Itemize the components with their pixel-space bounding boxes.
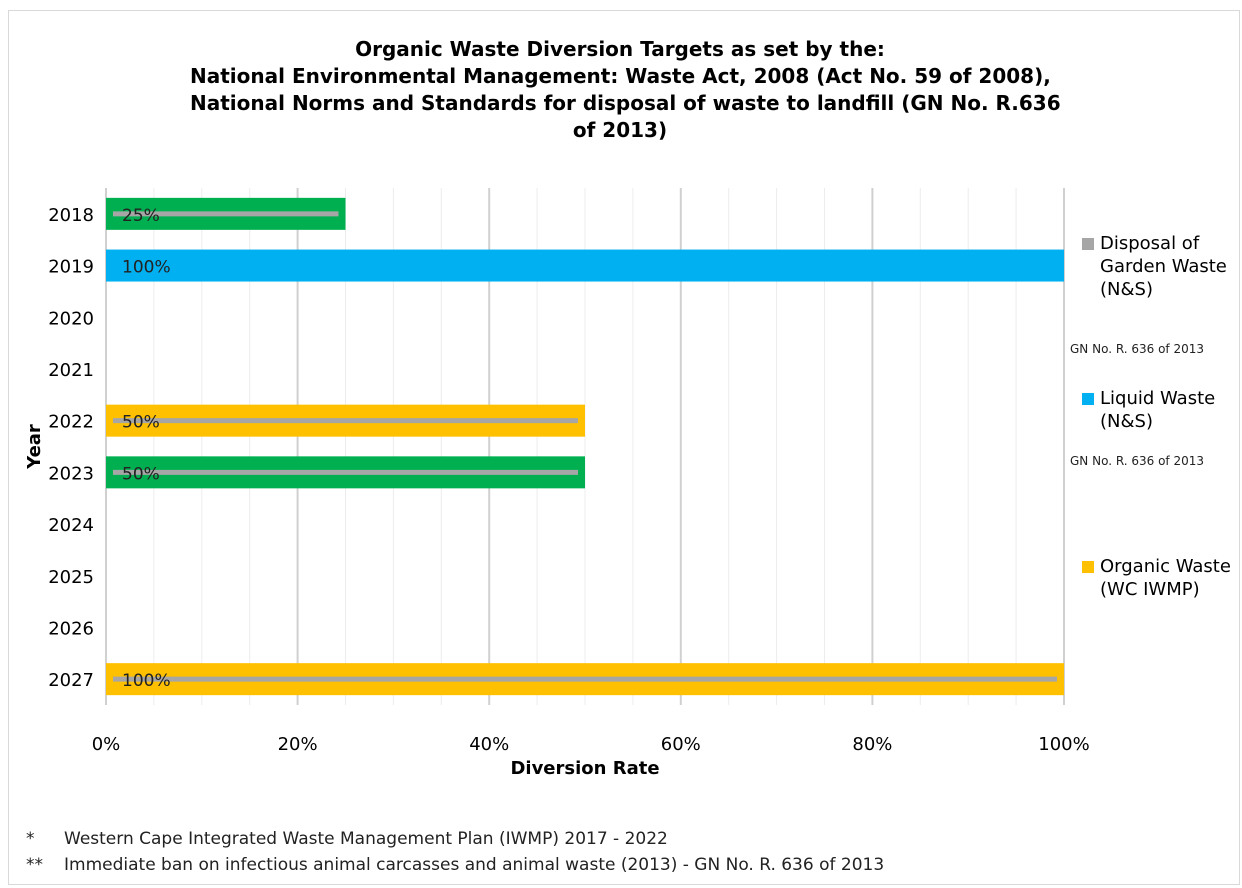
x-tick-label: 40% [469, 734, 509, 755]
title-line-4: of 2013) [572, 118, 668, 142]
title-line-2: National Environmental Management: Waste… [190, 64, 1051, 88]
y-tick-label: 2027 [48, 670, 94, 691]
y-tick-label: 2025 [48, 567, 94, 588]
x-tick-label: 20% [278, 734, 318, 755]
legend-label-organic-waste: Organic Waste (WC IWMP) [1100, 556, 1231, 600]
legend-note-garden-waste: GN No. R. 636 of 2013 [1070, 342, 1205, 356]
x-tick-label: 80% [852, 734, 892, 755]
legend-note-liquid-waste: GN No. R. 636 of 2013 [1070, 454, 1205, 468]
footnote-marker-1: * [26, 829, 35, 849]
legend-label-garden-waste: Disposal of Garden Waste (N&S) [1100, 233, 1227, 300]
y-tick-label: 2023 [48, 463, 94, 484]
data-label: 50% [122, 413, 160, 433]
footnote-text-2: Immediate ban on infectious animal carca… [64, 855, 885, 875]
data-label: 25% [122, 206, 160, 226]
y-tick-label: 2021 [48, 360, 94, 381]
footnote-text-1: Western Cape Integrated Waste Management… [64, 829, 668, 849]
data-label: 100% [122, 671, 171, 691]
bar [106, 249, 1064, 282]
x-axis-title: Diversion Rate [510, 758, 659, 779]
footnote-marker-2: ** [26, 855, 43, 875]
data-label: 50% [122, 464, 160, 484]
title-line-3: National Norms and Standards for disposa… [190, 91, 1061, 115]
data-label: 100% [122, 258, 171, 278]
x-tick-label: 0% [92, 734, 121, 755]
y-axis-title: Year [24, 424, 45, 470]
y-tick-label: 2026 [48, 618, 94, 639]
x-tick-label: 100% [1038, 734, 1089, 755]
footnote-2: ** Immediate ban on infectious animal car… [26, 852, 884, 878]
y-tick-label: 2022 [48, 412, 94, 433]
legend-label-liquid-waste: Liquid Waste (N&S) [1100, 388, 1216, 432]
legend-swatch-garden-waste [1082, 238, 1094, 250]
y-tick-label: 2018 [48, 205, 94, 226]
footnotes: * Western Cape Integrated Waste Managemen… [26, 826, 884, 878]
y-tick-label: 2024 [48, 515, 94, 536]
chart-title: Organic Waste Diversion Targets as set b… [190, 36, 1061, 144]
y-tick-label: 2019 [48, 257, 94, 278]
chart-frame [8, 10, 1240, 885]
y-tick-label: 2020 [48, 308, 94, 329]
title-line-1: Organic Waste Diversion Targets as set b… [355, 37, 885, 61]
legend-swatch-liquid-waste [1082, 393, 1094, 405]
footnote-1: * Western Cape Integrated Waste Managemen… [26, 826, 884, 852]
legend-swatch-organic-waste [1082, 561, 1094, 573]
x-tick-label: 60% [661, 734, 701, 755]
